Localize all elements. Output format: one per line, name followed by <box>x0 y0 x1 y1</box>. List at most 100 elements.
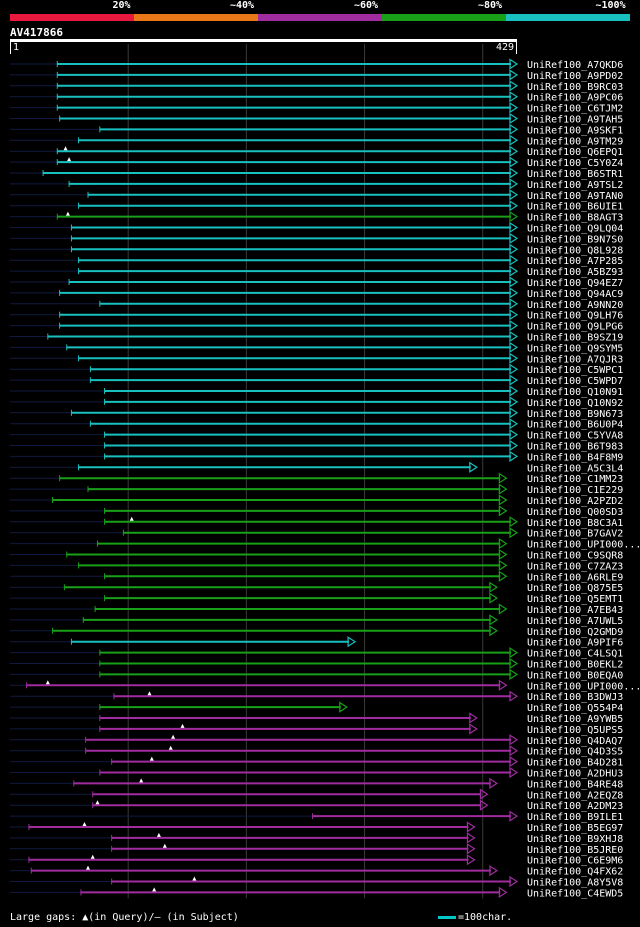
hit-label: UniRef100_Q4DAQ7 <box>527 736 623 747</box>
hit-label: UniRef100_B5EG97 <box>527 823 623 834</box>
hit-label: UniRef100_Q4D3S5 <box>527 747 623 758</box>
hit-arrow <box>498 472 508 484</box>
hit-row: UniRef100_A9TM29 <box>10 134 623 147</box>
hit-row: UniRef100_Q94EZ7 <box>10 276 623 289</box>
hit-label: UniRef100_Q10N91 <box>527 387 623 398</box>
query-gap-marker <box>86 865 90 870</box>
hit-row: UniRef100_B6U0P4 <box>10 418 623 431</box>
hit-label: UniRef100_Q875E5 <box>527 583 623 594</box>
hit-arrow <box>509 439 519 452</box>
hit-arrow <box>479 799 489 811</box>
hit-label: UniRef100_A5BZ93 <box>527 267 623 278</box>
legend-label: 20% <box>112 0 131 11</box>
query-gap-marker <box>156 832 161 837</box>
hit-label: UniRef100_B8AGT3 <box>527 213 623 224</box>
hit-row: UniRef100_A2DM23 <box>10 799 623 812</box>
hit-label: UniRef100_Q4FX62 <box>527 867 623 878</box>
hit-arrow <box>489 581 499 593</box>
hit-row: UniRef100_A9TAH5 <box>10 112 623 126</box>
hit-label: UniRef100_Q5EMT1 <box>527 594 623 605</box>
hit-row: UniRef100_Q10N91 <box>10 385 623 398</box>
hit-row: UniRef100_C4LSQ1 <box>10 647 623 660</box>
hit-label: UniRef100_C5WPC1 <box>527 365 623 376</box>
hit-label: UniRef100_C6E9M6 <box>527 856 623 867</box>
hit-label: UniRef100_A7P285 <box>527 256 623 267</box>
query-gap-marker <box>82 822 87 826</box>
hit-arrow <box>509 276 519 288</box>
hit-label: UniRef100_C5WPD7 <box>527 376 623 387</box>
hit-arrow <box>509 810 519 822</box>
hit-label: UniRef100_B9XHJ8 <box>527 834 623 845</box>
hit-label: UniRef100_A9NN20 <box>527 300 623 311</box>
hit-row: UniRef100_C1E229 <box>10 483 623 496</box>
hit-row: UniRef100_A9SKF1 <box>10 123 623 136</box>
query-bar <box>10 39 517 42</box>
hit-label: UniRef100_A6RLE9 <box>527 572 623 583</box>
hit-label: UniRef100_A9PD02 <box>527 71 623 82</box>
hit-label: UniRef100_UPI000... <box>527 540 640 551</box>
query-gap-marker <box>152 887 157 892</box>
hit-row: UniRef100_Q9LPG6 <box>10 320 623 333</box>
hit-arrow <box>498 886 508 898</box>
hit-row: UniRef100_B6UIE1 <box>10 200 623 213</box>
hit-row: UniRef100_B9N673 <box>10 407 623 420</box>
hit-row: UniRef100_B8C3A1 <box>10 516 623 529</box>
hit-row: UniRef100_A7QJR3 <box>10 352 623 365</box>
hit-row: UniRef100_Q5UPS5 <box>10 723 623 736</box>
hit-arrow <box>466 832 476 844</box>
hit-row: UniRef100_B4F8M9 <box>10 450 623 463</box>
hit-arrow <box>509 320 519 332</box>
hit-label: UniRef100_Q00SD3 <box>527 507 623 518</box>
hit-arrow <box>498 559 508 571</box>
hit-arrow <box>509 527 519 539</box>
query-gap-marker <box>147 691 152 696</box>
hit-arrow <box>509 69 519 81</box>
hit-row: UniRef100_UPI000... <box>10 679 640 692</box>
hit-arrow <box>509 167 519 179</box>
hit-label: UniRef100_A2PZD2 <box>527 496 623 507</box>
ruler-start-tick <box>10 42 11 54</box>
hit-arrow <box>509 254 519 266</box>
hit-row: UniRef100_A9PIF6 <box>10 636 623 649</box>
hit-row: UniRef100_A9TSL2 <box>10 178 623 191</box>
hit-label: UniRef100_B6STR1 <box>527 169 623 180</box>
identity-legend: 20% ~40% ~60% ~80% ~100% <box>10 0 630 22</box>
scale-line-icon <box>438 915 456 919</box>
hit-row: UniRef100_Q875E5 <box>10 581 623 594</box>
hit-arrow <box>489 592 499 604</box>
hit-arrow <box>509 134 519 146</box>
hit-arrow <box>509 875 519 888</box>
hit-arrow <box>509 374 519 386</box>
hit-arrow <box>509 418 519 430</box>
hit-label: UniRef100_Q5UPS5 <box>527 725 623 736</box>
query-gap-marker <box>65 211 70 216</box>
hit-row: UniRef100_C4EWD5 <box>10 886 623 899</box>
hit-row: UniRef100_C5YVA8 <box>10 429 623 442</box>
query-name: AV417866 <box>10 26 63 39</box>
hit-row: UniRef100_B3DWJ3 <box>10 690 623 703</box>
query-gap-marker <box>171 734 176 739</box>
hit-row: UniRef100_A7UWL5 <box>10 614 623 627</box>
hit-label: UniRef100_A9YWB5 <box>527 714 623 725</box>
hit-row: UniRef100_B9SZ19 <box>10 330 623 344</box>
hit-row: UniRef100_Q00SD3 <box>10 505 623 518</box>
hit-row: UniRef100_C5WPC1 <box>10 363 623 376</box>
hit-row: UniRef100_A5C3L4 <box>10 461 623 474</box>
hit-arrow <box>489 614 499 626</box>
hit-row: UniRef100_Q6EPQ1 <box>10 145 623 158</box>
hit-row: UniRef100_A8Y5V8 <box>10 875 623 889</box>
hit-arrow <box>509 200 519 212</box>
scale-text: =100char. <box>458 912 513 923</box>
scale-legend: =100char. <box>438 912 512 923</box>
hit-label: UniRef100_C1E229 <box>527 485 623 496</box>
hit-row: UniRef100_A7P285 <box>10 254 623 267</box>
hit-row: UniRef100_B0EQA0 <box>10 668 623 681</box>
legend-segment <box>10 14 134 21</box>
hit-row: UniRef100_Q554P4 <box>10 701 623 714</box>
legend-segment <box>506 14 630 21</box>
hit-row: UniRef100_A2DHU3 <box>10 766 623 780</box>
hit-row: UniRef100_A9YWB5 <box>10 712 623 725</box>
large-gaps-legend: Large gaps: ▲(in Query)/– (in Subject) <box>10 912 239 923</box>
legend-label: ~40% <box>230 0 255 11</box>
hit-row: UniRef100_C5WPD7 <box>10 374 623 387</box>
